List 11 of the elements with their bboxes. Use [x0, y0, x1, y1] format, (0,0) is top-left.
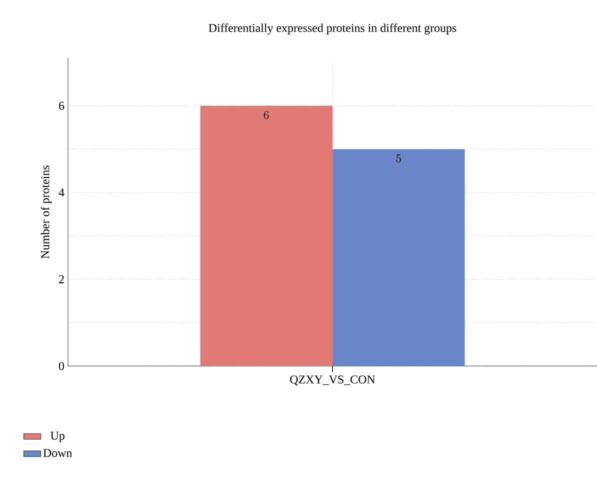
data-label: 6: [264, 110, 269, 120]
legend-label: Up: [50, 432, 64, 442]
y-axis-title: Number of proteins: [40, 166, 52, 258]
x-tick-label: QZXY_VS_CON: [290, 375, 376, 386]
y-tick-label: 2: [59, 275, 64, 284]
y-tick-label: 6: [59, 102, 64, 110]
y-tick-label: 4: [58, 188, 64, 196]
chart-title: Differentially expressed proteins in different groups: [208, 24, 456, 34]
y-tick-label: 0: [58, 362, 64, 370]
data-label: 5: [396, 154, 401, 163]
legend-label: Down: [43, 449, 72, 458]
